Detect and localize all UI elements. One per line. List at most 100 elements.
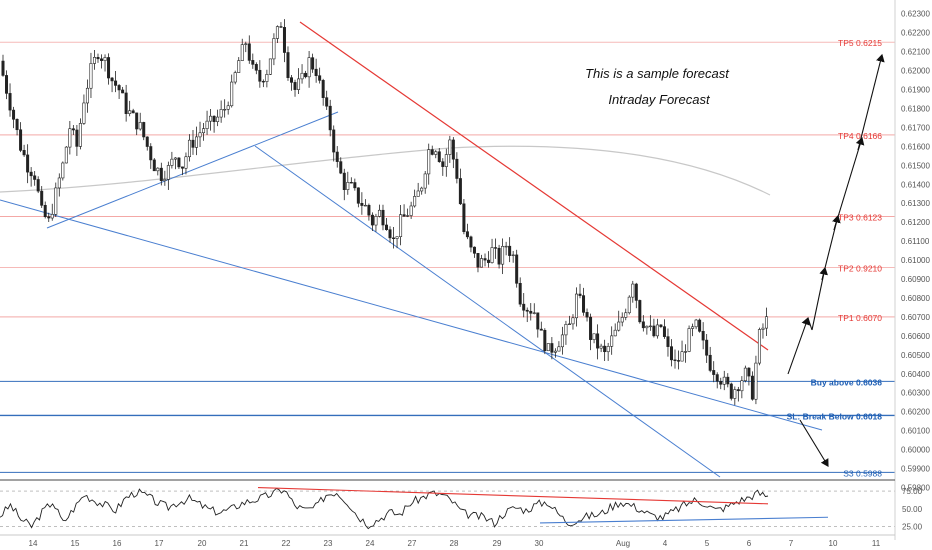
candle-body [85,87,89,104]
candle-body [198,132,202,138]
candle-body [399,214,403,237]
candle-body [596,333,600,349]
price-tick-label: 0.61700 [901,123,930,132]
candle-body [286,52,290,78]
candle-body [311,57,315,70]
candle-body [251,60,255,65]
time-tick-label: 7 [789,539,794,548]
candle-body [159,167,163,182]
candle-body [416,190,420,197]
candle-body [434,151,438,155]
candle-body [511,254,515,256]
candle-body [64,146,68,164]
candle-body [652,325,656,337]
candle-body [634,283,638,301]
rsi-tick-label: 50.00 [902,505,923,514]
candle-body [406,215,410,217]
candle-body [504,245,508,248]
rsi-line [0,488,769,530]
candle-body [648,325,652,328]
candle-body [353,182,357,189]
rsi-tick-label: 25.00 [902,522,923,531]
candle-body [360,202,364,206]
candle-body [747,367,751,377]
candle-body [29,171,33,177]
candle-body [451,139,455,160]
price-tick-label: 0.60000 [901,446,930,455]
candle-body [103,57,107,61]
candle-body [202,128,206,134]
candle-body [177,157,181,168]
candle-body [209,115,213,122]
support-trendline-2 [254,145,721,478]
annotation-line2: Intraday Forecast [608,92,711,107]
candle-body [367,204,371,216]
candle-body [462,203,466,232]
candle-body [124,92,128,114]
candle-body [701,331,705,341]
price-tick-label: 0.62100 [901,48,930,57]
level-label: Buy above 0.6036 [811,377,883,387]
candle-body [708,354,712,371]
price-tick-label: 0.60700 [901,313,930,322]
candle-body [525,309,529,312]
candle-body [114,80,118,86]
price-tick-label: 0.60200 [901,408,930,417]
time-tick-label: Aug [616,539,630,548]
candle-body [420,187,424,192]
candle-body [96,57,100,60]
rsi-tick-label: 75.00 [902,487,923,496]
candle-body [592,333,596,340]
candle-body [8,93,12,111]
rsi-support-line [539,516,829,524]
candle-body [307,57,311,78]
candle-body [529,310,533,314]
candle-body [230,81,234,107]
candle-body [349,181,353,184]
candle-body [476,253,480,268]
candle-body [339,161,343,174]
candle-body [244,43,248,45]
price-tick-label: 0.60300 [901,389,930,398]
candle-body [423,173,427,189]
candle-body [180,166,184,169]
candle-body [138,122,142,130]
level-label: TP4 0.6166 [838,131,882,141]
price-tick-label: 0.61300 [901,199,930,208]
candle-body [156,167,160,172]
candle-body [131,110,135,114]
candle-body [195,136,199,148]
candle-body [61,162,65,179]
candle-body [26,154,30,173]
candle-body [314,68,318,77]
candle-body [553,350,557,353]
candle-body [733,389,737,399]
candle-body [430,149,434,155]
candle-body [205,120,209,129]
candle-body [490,247,494,263]
candle-body [212,115,216,122]
candle-body [694,319,698,328]
time-tick-label: 27 [408,539,417,548]
candle-body [617,321,621,331]
candle-body [33,175,37,180]
candle-body [539,328,543,331]
candle-body [684,351,688,353]
candle-body [223,108,227,111]
price-tick-label: 0.61000 [901,256,930,265]
price-tick-label: 0.62200 [901,29,930,38]
price-tick-label: 0.61500 [901,161,930,170]
level-label: SL: Break Below 0.6018 [787,411,883,421]
candle-body [413,196,417,207]
candle-body [374,216,378,226]
candle-body [335,151,339,162]
candle-body [645,325,649,329]
forecast-arrows [787,53,885,467]
candle-body [47,216,51,219]
candle-body [409,205,413,216]
candle-body [659,324,663,327]
candle-body [107,57,111,79]
candle-body [508,245,512,256]
